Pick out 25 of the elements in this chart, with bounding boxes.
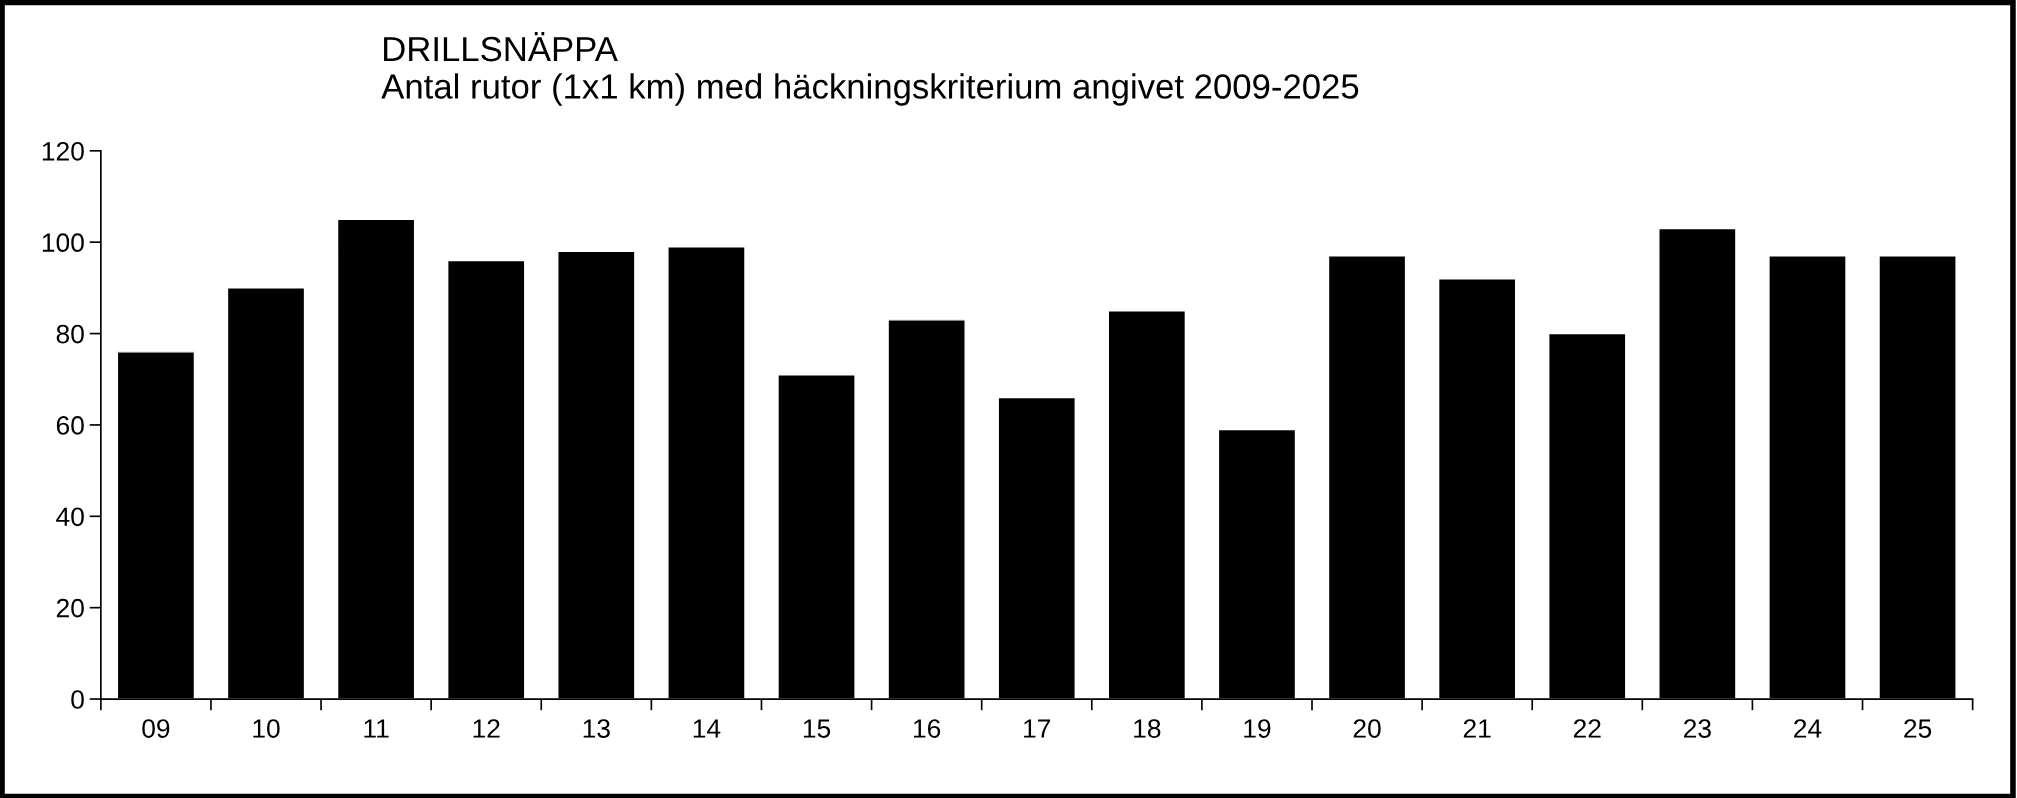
x-tick-label: 24 [1794,719,1822,738]
x-tick-label: 23 [1684,719,1711,738]
x-tick-label: 22 [1573,719,1601,738]
y-tick-label: 60 [56,416,84,435]
y-tick-label: 80 [56,324,84,344]
y-tick-label: 100 [42,233,84,253]
y-tick-label: 40 [56,507,84,527]
y-tick-label: 0 [71,690,84,709]
x-tick-label: 18 [1134,719,1161,738]
x-tick-label: 16 [913,719,941,738]
x-tick-label: 14 [693,719,721,738]
x-tick-label: 10 [253,719,280,738]
x-tick-label: 11 [364,719,389,738]
x-tick-label: 12 [473,719,500,738]
x-tick-label: 13 [583,719,610,738]
x-tick-label: 17 [1024,719,1051,738]
x-tick-label: 25 [1904,719,1932,738]
x-tick-label: 21 [1463,719,1491,738]
y-tick-label: 20 [56,598,84,618]
x-tick-label: 20 [1353,719,1381,738]
y-tick-label: 120 [42,141,84,161]
x-tick-label: 19 [1244,719,1271,738]
x-tick-label: 09 [142,719,170,738]
x-tick-label: 15 [803,719,831,738]
chart-title: DRILLSNÄPPA Antal rutor (1x1 km) med häckningskriterium angivet 2009-2025 [381,32,1359,106]
